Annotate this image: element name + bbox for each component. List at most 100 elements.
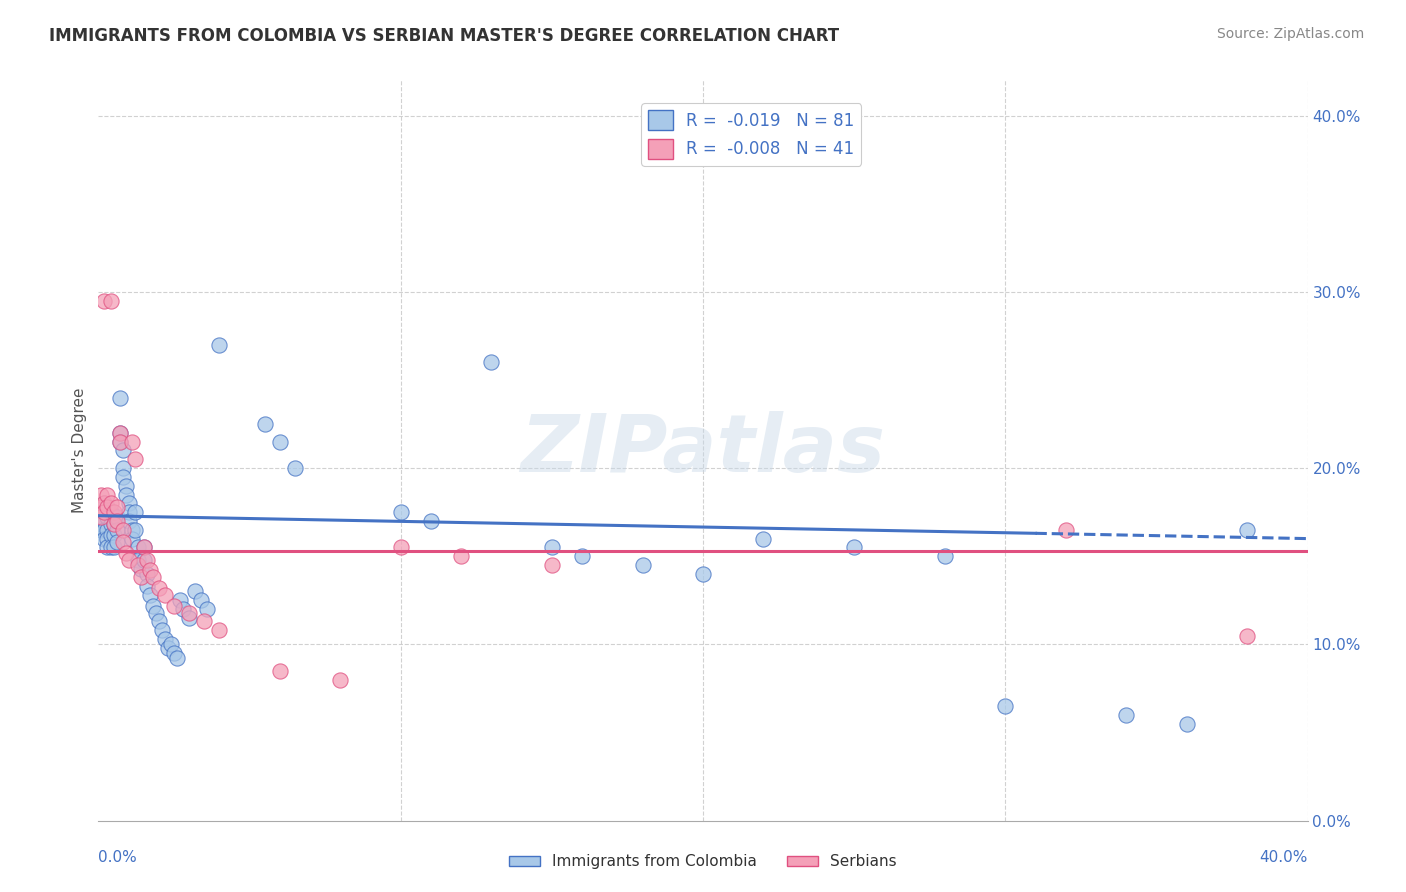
Point: [631, 558, 654, 572]
Point: [752, 532, 775, 546]
Point: [90, 500, 112, 514]
Point: [118, 505, 141, 519]
Point: [100, 496, 122, 510]
Text: Source: ZipAtlas.com: Source: ZipAtlas.com: [1216, 27, 1364, 41]
Point: [184, 584, 207, 599]
Point: [93, 496, 115, 510]
Text: IMMIGRANTS FROM COLOMBIA VS SERBIAN MASTER'S DEGREE CORRELATION CHART: IMMIGRANTS FROM COLOMBIA VS SERBIAN MAST…: [49, 27, 839, 45]
Point: [93, 496, 115, 510]
Point: [142, 599, 165, 613]
Point: [114, 487, 136, 501]
Point: [169, 593, 191, 607]
Point: [111, 443, 134, 458]
Point: [118, 514, 141, 528]
Point: [127, 558, 149, 572]
Point: [163, 646, 186, 660]
Point: [105, 500, 128, 514]
Point: [93, 505, 115, 519]
Point: [160, 637, 183, 651]
Point: [195, 602, 218, 616]
Point: [420, 514, 443, 528]
Point: [118, 553, 141, 567]
Point: [111, 461, 134, 475]
Point: [540, 558, 562, 572]
Point: [111, 523, 134, 537]
Point: [389, 505, 412, 519]
Legend: Immigrants from Colombia, Serbians: Immigrants from Colombia, Serbians: [503, 848, 903, 875]
Point: [121, 532, 143, 546]
Point: [284, 461, 307, 475]
Point: [132, 541, 155, 555]
Point: [108, 425, 131, 440]
Point: [96, 523, 118, 537]
Point: [96, 487, 118, 501]
Text: 40.0%: 40.0%: [1260, 850, 1308, 865]
Point: [90, 487, 112, 501]
Point: [124, 452, 146, 467]
Point: [114, 546, 136, 560]
Point: [129, 561, 152, 575]
Point: [124, 523, 146, 537]
Point: [100, 528, 122, 542]
Point: [108, 425, 131, 440]
Point: [1175, 716, 1198, 731]
Point: [190, 593, 212, 607]
Point: [127, 553, 149, 567]
Point: [145, 606, 167, 620]
Point: [269, 434, 291, 449]
Point: [139, 588, 162, 602]
Point: [153, 632, 176, 646]
Point: [90, 505, 112, 519]
Point: [172, 602, 194, 616]
Point: [148, 615, 170, 629]
Point: [844, 541, 866, 555]
Point: [156, 640, 179, 655]
Point: [111, 470, 134, 484]
Point: [153, 588, 176, 602]
Point: [127, 541, 149, 555]
Point: [90, 510, 112, 524]
Point: [93, 514, 115, 528]
Point: [96, 500, 118, 514]
Point: [129, 570, 152, 584]
Point: [142, 570, 165, 584]
Point: [135, 566, 157, 581]
Point: [96, 510, 118, 524]
Point: [105, 535, 128, 549]
Point: [103, 528, 125, 542]
Point: [450, 549, 472, 564]
Point: [179, 611, 201, 625]
Legend: R =  -0.019   N = 81, R =  -0.008   N = 41: R = -0.019 N = 81, R = -0.008 N = 41: [641, 103, 862, 166]
Point: [93, 505, 115, 519]
Point: [105, 523, 128, 537]
Point: [111, 535, 134, 549]
Point: [135, 579, 157, 593]
Point: [166, 651, 188, 665]
Point: [163, 599, 186, 613]
Point: [1054, 523, 1077, 537]
Point: [193, 615, 215, 629]
Point: [329, 673, 352, 687]
Point: [132, 553, 155, 567]
Point: [105, 510, 128, 524]
Point: [100, 517, 122, 532]
Y-axis label: Master's Degree: Master's Degree: [72, 388, 87, 513]
Point: [121, 434, 143, 449]
Point: [135, 553, 157, 567]
Point: [208, 337, 231, 351]
Point: [100, 505, 122, 519]
Point: [90, 510, 112, 524]
Point: [934, 549, 956, 564]
Point: [148, 581, 170, 595]
Point: [103, 517, 125, 532]
Point: [93, 523, 115, 537]
Point: [114, 479, 136, 493]
Point: [93, 532, 115, 546]
Point: [96, 500, 118, 514]
Point: [103, 541, 125, 555]
Point: [96, 532, 118, 546]
Point: [1236, 523, 1258, 537]
Point: [100, 293, 122, 308]
Point: [208, 624, 231, 638]
Text: 0.0%: 0.0%: [98, 850, 138, 865]
